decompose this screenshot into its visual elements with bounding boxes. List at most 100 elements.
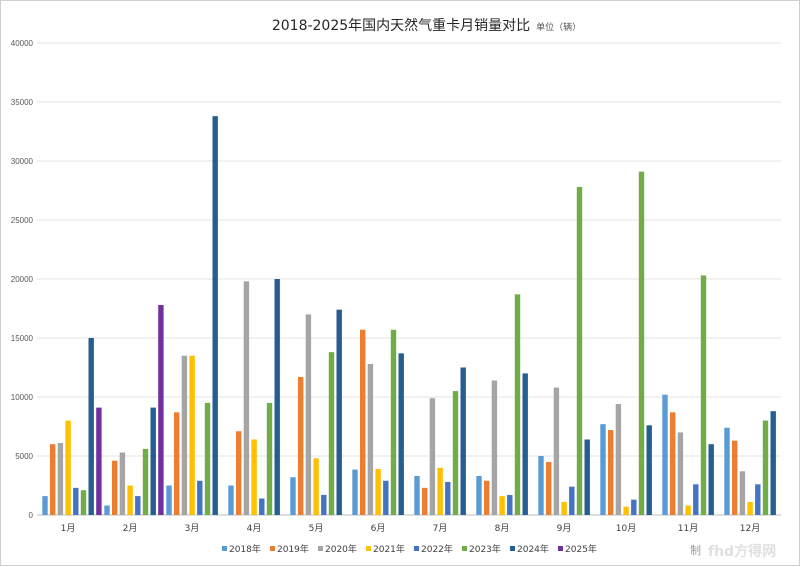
- bar-2021年-2月: [127, 485, 133, 515]
- bar-2022年-10月: [631, 499, 637, 515]
- bar-2023年-1月: [80, 490, 87, 515]
- bar-2019年-1月: [50, 444, 56, 515]
- bar-2023年-12月: [762, 420, 769, 515]
- bar-2020年-4月: [243, 281, 250, 515]
- bar-2018年-6月: [352, 469, 358, 515]
- bar-2020年-12月: [739, 471, 746, 515]
- bar-2022年-7月: [445, 481, 451, 515]
- bar-2021年-6月: [375, 468, 381, 515]
- bar-2025年-1月: [96, 407, 102, 515]
- bar-2021年-11月: [685, 505, 691, 515]
- x-category-label: 2月: [123, 523, 138, 534]
- bar-2024年-7月: [460, 367, 466, 515]
- bar-2023年-9月: [576, 186, 583, 515]
- legend-swatch: [462, 546, 467, 551]
- legend-swatch: [270, 546, 275, 551]
- y-tick-label: 30000: [11, 157, 34, 166]
- bar-2019年-12月: [732, 440, 738, 515]
- bar-2018年-5月: [290, 477, 296, 515]
- bar-2023年-4月: [266, 402, 273, 515]
- x-category-label: 3月: [185, 523, 200, 534]
- bar-2025年-2月: [158, 304, 164, 515]
- y-tick-label: 5000: [15, 452, 33, 461]
- bar-2024年-11月: [708, 444, 714, 515]
- bar-2022年-1月: [73, 487, 79, 515]
- x-category-label: 6月: [371, 523, 386, 534]
- bar-2018年-12月: [724, 427, 730, 515]
- legend-swatch: [510, 546, 515, 551]
- bar-2020年-8月: [491, 380, 498, 515]
- grid-lines: [37, 42, 781, 516]
- x-category-label: 10月: [616, 523, 636, 534]
- bar-2024年-12月: [770, 411, 776, 515]
- bar-2023年-10月: [638, 171, 645, 515]
- legend-swatch: [558, 546, 563, 551]
- bar-2021年-3月: [189, 355, 195, 515]
- bar-2020年-2月: [119, 452, 126, 515]
- bar-2024年-5月: [336, 309, 342, 515]
- bar-2021年-7月: [437, 467, 443, 515]
- x-category-label: 4月: [247, 523, 262, 534]
- x-category-label: 11月: [678, 523, 698, 534]
- bar-2020年-5月: [305, 314, 312, 515]
- bar-2023年-7月: [452, 391, 459, 515]
- bar-2019年-5月: [298, 376, 304, 515]
- x-category-label: 12月: [740, 523, 760, 534]
- x-category-label: 5月: [309, 523, 324, 534]
- bar-2018年-11月: [662, 394, 668, 515]
- legend-label: 2024年: [517, 543, 549, 555]
- bar-2019年-9月: [546, 461, 552, 515]
- bar-2020年-11月: [677, 432, 684, 515]
- bar-2023年-6月: [390, 329, 397, 515]
- bar-2022年-2月: [135, 496, 141, 515]
- x-category-label: 9月: [557, 523, 572, 534]
- bar-2021年-8月: [499, 496, 505, 515]
- source-prefix: 制: [690, 544, 701, 557]
- bar-2022年-3月: [197, 480, 203, 515]
- legend-swatch: [318, 546, 323, 551]
- bar-2023年-3月: [204, 402, 211, 515]
- bar-2021年-1月: [65, 420, 71, 515]
- y-tick-label: 0: [29, 511, 34, 520]
- bar-2024年-1月: [88, 338, 94, 515]
- bar-2018年-8月: [476, 476, 482, 515]
- bar-2024年-8月: [522, 373, 528, 515]
- bar-2024年-3月: [212, 116, 218, 515]
- bar-2018年-4月: [228, 485, 234, 515]
- bar-2019年-4月: [236, 431, 242, 515]
- legend-swatch: [414, 546, 419, 551]
- bar-2018年-9月: [538, 456, 544, 515]
- legend-swatch: [366, 546, 371, 551]
- bar-2020年-6月: [367, 363, 374, 515]
- y-tick-label: 25000: [11, 216, 34, 225]
- legend-label: 2021年: [373, 543, 405, 555]
- x-category-label: 8月: [495, 523, 510, 534]
- bar-2019年-10月: [608, 430, 614, 515]
- bar-2022年-5月: [321, 494, 327, 515]
- x-category-label: 7月: [433, 523, 448, 534]
- bar-2022年-12月: [755, 484, 761, 515]
- bar-2020年-10月: [615, 404, 622, 515]
- y-tick-label: 15000: [11, 334, 34, 343]
- x-axis: 1月 2月 3月 4月 5月 6月 7月 8月 9月 10月 11月 12月: [61, 523, 761, 534]
- bar-2022年-4月: [259, 498, 265, 515]
- bar-2018年-10月: [600, 424, 606, 515]
- legend: 2018年 2019年 2020年 2021年 2022年 2023年 2024年 2025年: [222, 543, 597, 555]
- x-category-label: 1月: [61, 523, 76, 534]
- legend-label: 2022年: [421, 543, 453, 555]
- bar-2022年-6月: [383, 480, 389, 515]
- y-tick-label: 10000: [11, 393, 34, 402]
- legend-label: 2020年: [325, 543, 357, 555]
- bar-2021年-10月: [623, 506, 629, 515]
- legend-label: 2019年: [277, 543, 309, 555]
- bar-2018年-3月: [166, 485, 172, 515]
- bar-2020年-9月: [553, 387, 560, 515]
- bar-2018年-1月: [42, 496, 48, 515]
- y-tick-label: 40000: [11, 39, 34, 48]
- y-axis: 0 5000 10000 15000 20000 25000 30000 35000 40000: [11, 39, 34, 520]
- bar-2022年-8月: [507, 494, 513, 515]
- bar-2020年-1月: [57, 443, 64, 515]
- legend-label: 2023年: [469, 543, 501, 555]
- legend-label: 2025年: [565, 543, 597, 555]
